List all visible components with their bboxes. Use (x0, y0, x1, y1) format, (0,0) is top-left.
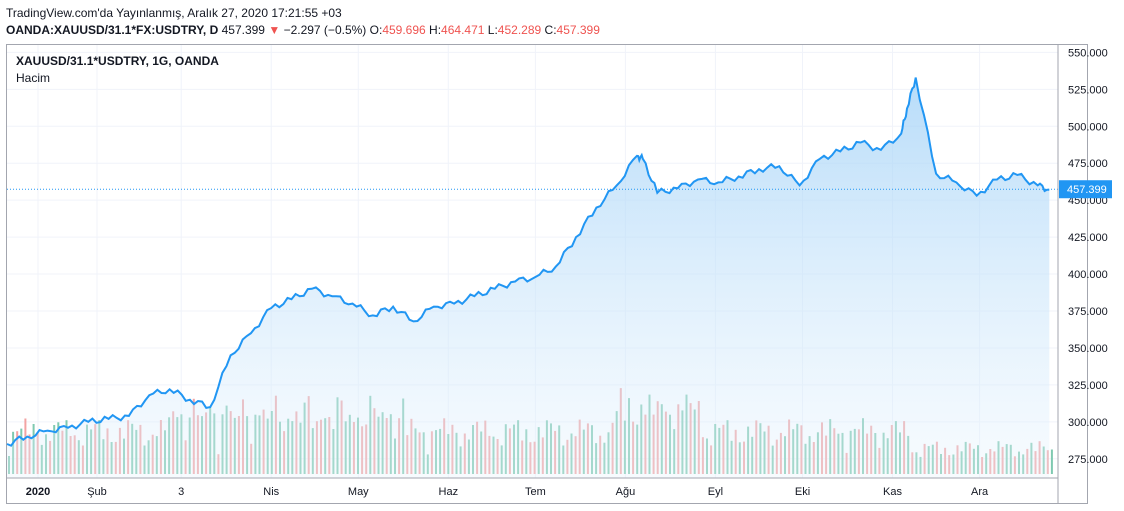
x-tick-label: Ağu (616, 486, 636, 498)
x-tick-label: Şub (87, 486, 107, 498)
low-value: 452.289 (497, 23, 542, 37)
x-tick-label: 2020 (26, 486, 50, 498)
x-tick-label: May (348, 486, 369, 498)
open-label: O: (369, 23, 383, 37)
chart-panel[interactable] (6, 44, 1088, 504)
chart-title: XAUUSD/31.1*USDTRY, 1G, OANDA (16, 54, 219, 68)
low-label: L: (487, 23, 498, 37)
y-tick-label: 325.000 (1068, 380, 1108, 392)
x-tick-label: Eki (795, 486, 810, 498)
y-tick-label: 475.000 (1068, 158, 1108, 170)
y-tick-label: 350.000 (1068, 343, 1108, 355)
y-tick-label: 525.000 (1068, 84, 1108, 96)
last-price-tag (1059, 180, 1112, 199)
close-value: 457.399 (556, 23, 600, 37)
published-line: TradingView.com'da Yayınlanmış, Aralık 2… (6, 6, 342, 20)
volume-bar (1050, 449, 1053, 474)
y-tick-label: 275.000 (1068, 454, 1108, 466)
y-tick-label: 550.000 (1068, 47, 1108, 59)
price-area (7, 77, 1050, 478)
symbol-name[interactable]: OANDA:XAUUSD/31.1*FX:USDTRY, D (6, 23, 219, 37)
y-tick-label: 375.000 (1068, 306, 1108, 318)
high-value: 464.471 (441, 23, 485, 37)
last-price: 457.399 (221, 23, 265, 37)
y-tick-label: 300.000 (1068, 417, 1108, 429)
last-price-tag-label: 457.399 (1067, 184, 1107, 196)
symbol-info-line: OANDA:XAUUSD/31.1*FX:USDTRY, D 457.399 ▼… (6, 23, 600, 37)
close-label: C: (544, 23, 557, 37)
x-tick-label: Eyl (708, 486, 723, 498)
x-tick-label: Ara (971, 486, 989, 498)
high-label: H: (429, 23, 442, 37)
y-tick-label: 400.000 (1068, 269, 1108, 281)
x-tick-label: 3 (178, 486, 184, 498)
price-line (6, 77, 1050, 447)
x-tick-label: Haz (439, 486, 459, 498)
x-tick-label: Kas (883, 486, 902, 498)
y-tick-label: 500.000 (1068, 121, 1108, 133)
x-tick-label: Tem (525, 486, 546, 498)
open-value: 459.696 (382, 23, 426, 37)
x-tick-label: Nis (263, 486, 279, 498)
volume-label: Hacim (16, 71, 51, 85)
y-tick-label: 425.000 (1068, 232, 1108, 244)
price-change: −2.297 (−0.5%) (283, 23, 367, 37)
down-arrow-icon: ▼ (268, 23, 281, 37)
